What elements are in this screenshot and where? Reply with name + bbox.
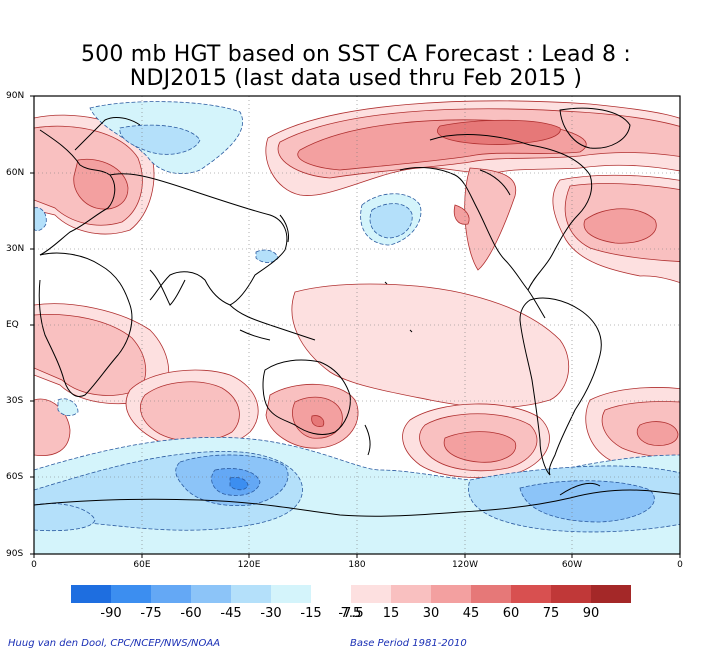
lat-label-60n: 60N (6, 168, 25, 178)
legend-label: 7.5 (340, 606, 362, 621)
lat-label-90s: 90S (6, 549, 24, 559)
legend-swatch (591, 585, 631, 603)
legend-label: -7.5 (338, 606, 364, 621)
legend-swatch (351, 585, 391, 603)
lat-label-30n: 30N (6, 244, 25, 254)
legend-label: -45 (220, 606, 242, 621)
legend-swatch (391, 585, 431, 603)
axis-ticks (30, 95, 681, 558)
legend-swatch (471, 585, 511, 603)
legend-label: 75 (542, 606, 560, 621)
legend-swatch (111, 585, 151, 603)
lat-label-90n: 90N (6, 91, 25, 101)
lon-label-60w: 60W (561, 560, 583, 570)
legend-swatch (71, 585, 111, 603)
legend-label: 45 (462, 606, 480, 621)
legend-label: -75 (140, 606, 162, 621)
legend-swatch (311, 585, 351, 603)
anomaly-shading (34, 96, 680, 554)
legend-swatch (271, 585, 311, 603)
map-title-line1: 500 mb HGT based on SST CA Forecast : Le… (80, 42, 632, 67)
legend-label: 90 (582, 606, 600, 621)
legend-label: 30 (422, 606, 440, 621)
legend-label: -30 (260, 606, 282, 621)
legend-swatch (431, 585, 471, 603)
legend-swatch (231, 585, 271, 603)
lon-label-120w: 120W (451, 560, 479, 570)
map-title-line2: NDJ2015 (last data used thru Feb 2015 ) (129, 66, 583, 91)
legend-label: -90 (100, 606, 122, 621)
legend-label: 60 (502, 606, 520, 621)
credit-base-period: Base Period 1981-2010 (350, 638, 467, 649)
lat-label-60s: 60S (6, 472, 24, 482)
legend-swatch (551, 585, 591, 603)
legend-swatch (511, 585, 551, 603)
grid-lines (34, 96, 680, 554)
legend-label: -15 (300, 606, 322, 621)
credit-author: Huug van den Dool, CPC/NCEP/NWS/NOAA (8, 638, 221, 649)
lon-label-0-left: 0 (31, 560, 37, 570)
lon-label-180: 180 (348, 560, 366, 570)
lat-label-30s: 30S (6, 396, 24, 406)
lon-label-0-right: 0 (677, 560, 683, 570)
legend-swatch (151, 585, 191, 603)
lon-label-60e: 60E (133, 560, 151, 570)
legend-label: -60 (180, 606, 202, 621)
legend-label: 15 (382, 606, 400, 621)
lat-label-eq: EQ (6, 320, 19, 330)
lon-label-120e: 120E (237, 560, 261, 570)
legend-swatch (191, 585, 231, 603)
legend-colorbar (71, 585, 631, 603)
coastlines (34, 107, 680, 517)
